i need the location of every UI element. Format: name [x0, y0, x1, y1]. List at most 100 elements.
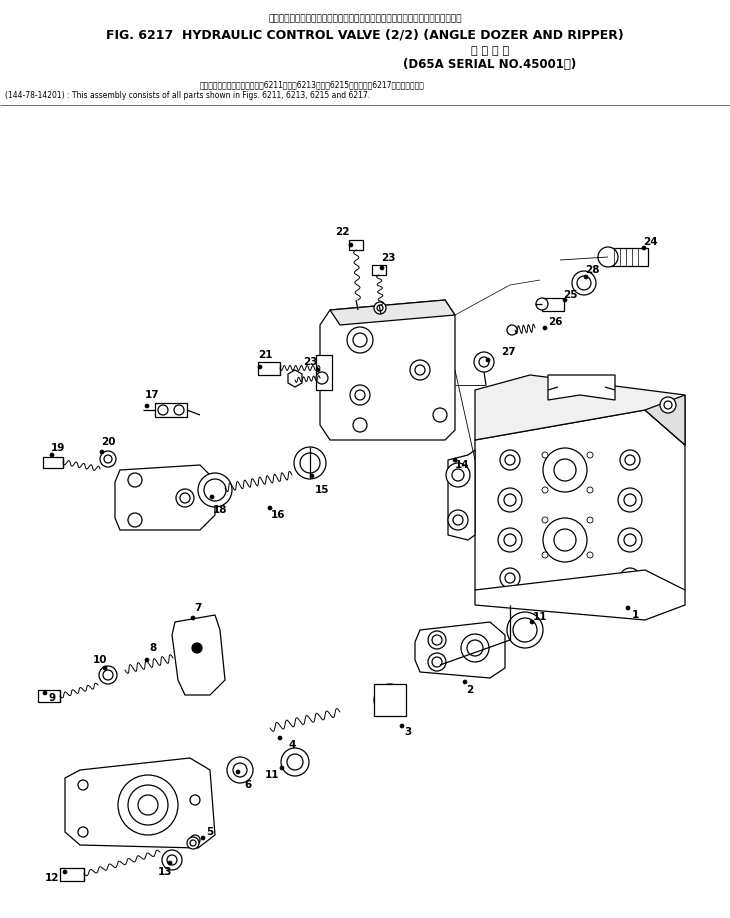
Circle shape — [138, 795, 158, 815]
Circle shape — [486, 358, 490, 362]
Circle shape — [500, 568, 520, 588]
Circle shape — [530, 620, 534, 624]
Polygon shape — [548, 375, 615, 400]
Circle shape — [624, 494, 636, 506]
Circle shape — [204, 479, 226, 501]
Text: 26: 26 — [548, 317, 562, 327]
Circle shape — [63, 870, 67, 874]
Text: 9: 9 — [48, 693, 55, 703]
Text: 11: 11 — [533, 612, 548, 622]
Circle shape — [190, 795, 200, 805]
Circle shape — [543, 326, 547, 330]
Circle shape — [660, 397, 676, 413]
Circle shape — [374, 684, 406, 716]
Text: 11: 11 — [265, 770, 280, 780]
Text: このアセンブリの構成部品はで6211図、で6213図、で6215図およびで6217図を含みます。: このアセンブリの構成部品はで6211図、で6213図、で6215図およびで621… — [200, 80, 425, 89]
Text: 適 用 号 機: 適 用 号 機 — [471, 46, 509, 56]
Circle shape — [505, 573, 515, 583]
Text: 14: 14 — [455, 460, 469, 470]
Text: 10: 10 — [93, 655, 107, 665]
Text: 27: 27 — [501, 347, 515, 357]
Circle shape — [587, 487, 593, 493]
Bar — [372, 265, 386, 275]
Circle shape — [258, 365, 262, 369]
Circle shape — [400, 724, 404, 728]
Polygon shape — [65, 758, 215, 848]
Circle shape — [536, 298, 548, 310]
Bar — [43, 457, 63, 468]
Polygon shape — [288, 370, 302, 387]
Circle shape — [572, 271, 596, 295]
Circle shape — [554, 459, 576, 481]
Circle shape — [432, 657, 442, 667]
Text: 15: 15 — [315, 485, 329, 495]
Circle shape — [100, 451, 116, 467]
Circle shape — [543, 448, 587, 492]
Circle shape — [453, 515, 463, 525]
Text: 21: 21 — [258, 350, 272, 360]
Circle shape — [463, 680, 467, 684]
Circle shape — [620, 450, 640, 470]
Circle shape — [452, 469, 464, 481]
Circle shape — [287, 754, 303, 770]
Circle shape — [584, 275, 588, 279]
Circle shape — [198, 473, 232, 507]
Circle shape — [210, 495, 214, 499]
Circle shape — [99, 666, 117, 684]
Circle shape — [145, 404, 149, 408]
Bar — [316, 355, 332, 390]
Circle shape — [453, 458, 457, 462]
Circle shape — [174, 405, 184, 415]
Circle shape — [380, 690, 400, 710]
Circle shape — [624, 534, 636, 546]
Circle shape — [236, 770, 240, 774]
Polygon shape — [415, 622, 505, 678]
Text: 24: 24 — [642, 237, 657, 247]
Text: ハイドロリック　コントロール　バルブ　　アングル　ドーザ　および　リッパ: ハイドロリック コントロール バルブ アングル ドーザ および リッパ — [268, 14, 462, 23]
Circle shape — [505, 455, 515, 465]
Circle shape — [268, 506, 272, 510]
Circle shape — [380, 266, 384, 270]
Circle shape — [625, 573, 635, 583]
Circle shape — [500, 450, 520, 470]
Circle shape — [355, 390, 365, 400]
Bar — [610, 248, 648, 266]
Circle shape — [467, 640, 483, 656]
Text: 22: 22 — [335, 227, 349, 237]
Circle shape — [180, 493, 190, 503]
Text: 25: 25 — [563, 290, 577, 300]
Text: 4: 4 — [288, 740, 296, 750]
Circle shape — [374, 302, 386, 314]
Polygon shape — [475, 375, 685, 445]
Circle shape — [78, 827, 88, 837]
Text: 2: 2 — [466, 685, 474, 695]
Bar — [258, 362, 280, 375]
Circle shape — [187, 837, 199, 849]
Text: 16: 16 — [271, 510, 285, 520]
Bar — [38, 690, 60, 702]
Circle shape — [104, 455, 112, 463]
Circle shape — [587, 552, 593, 558]
Circle shape — [432, 635, 442, 645]
Circle shape — [507, 612, 543, 648]
Circle shape — [190, 835, 200, 845]
Circle shape — [543, 518, 587, 562]
Text: 28: 28 — [585, 265, 599, 275]
Circle shape — [474, 352, 494, 372]
Circle shape — [498, 528, 522, 552]
Circle shape — [498, 488, 522, 512]
Circle shape — [410, 360, 430, 380]
Circle shape — [598, 247, 618, 267]
Circle shape — [50, 453, 54, 457]
Text: FIG. 6217  HYDRAULIC CONTROL VALVE (2/2) (ANGLE DOZER AND RIPPER): FIG. 6217 HYDRAULIC CONTROL VALVE (2/2) … — [106, 28, 624, 41]
Circle shape — [78, 780, 88, 790]
Circle shape — [300, 453, 320, 473]
Circle shape — [168, 861, 172, 865]
Circle shape — [542, 487, 548, 493]
Polygon shape — [475, 570, 685, 620]
Bar — [542, 298, 564, 311]
Circle shape — [43, 691, 47, 695]
Circle shape — [281, 748, 309, 776]
Circle shape — [587, 452, 593, 458]
Bar — [374, 684, 406, 716]
